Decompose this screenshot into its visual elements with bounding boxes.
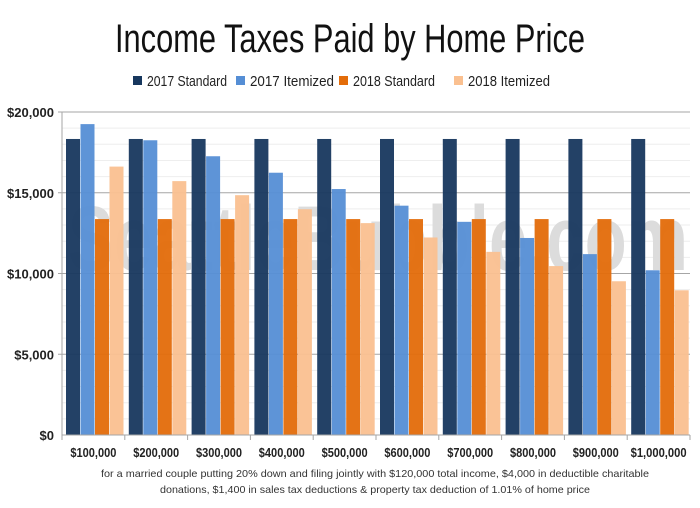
x-tick-label: $800,000 [510,445,556,460]
bar-2017-standard [317,138,332,435]
x-tick-label: $100,000 [70,445,116,460]
bar-2018-itemized [360,223,375,435]
legend-label: 2018 Itemized [468,73,550,90]
bar-2017-itemized [80,124,95,436]
legend-swatch [236,76,245,85]
footnote-line-2: donations, $1,400 in sales tax deduction… [160,484,590,496]
bar-2018-standard [283,219,298,435]
x-tick-label: $600,000 [384,445,430,460]
x-tick-label: $400,000 [259,445,305,460]
bar-2017-itemized [331,189,346,435]
bar-2018-itemized [611,281,626,435]
footnote-line-1: for a married couple putting 20% down an… [101,468,649,480]
x-tick-label: $900,000 [573,445,619,460]
y-tick-label: $5,000 [14,347,54,362]
y-tick-label: $10,000 [7,267,54,282]
bar-2018-standard [95,219,109,435]
legend: 2017 Standard 2017 Itemized 2018 Standard 2… [133,73,550,90]
bar-2018-itemized [486,251,501,435]
bar-2017-itemized [457,221,472,435]
bar-2018-standard [409,219,423,435]
bars [66,124,689,436]
x-tick-label: $300,000 [196,445,242,460]
bar-2018-itemized [235,195,250,435]
legend-swatch [339,76,348,85]
bar-2018-standard [471,219,486,435]
bar-2018-standard [597,219,612,435]
bar-2018-standard [346,219,361,435]
bar-2018-standard [157,219,172,435]
bar-2017-standard [66,138,80,435]
legend-label: 2017 Standard [147,73,227,90]
bar-2018-itemized [674,290,689,435]
bar-2017-standard [380,138,394,435]
bar-2017-itemized [582,254,597,435]
y-tick-label: $0 [40,428,54,443]
bar-2018-itemized [549,266,564,435]
x-tick-label: $1,000,000 [631,445,687,460]
bar-2017-itemized [394,205,409,435]
bar-2017-itemized [645,270,660,435]
bar-2018-itemized [172,181,187,435]
x-tick-label: $700,000 [447,445,493,460]
bar-2017-standard [631,138,646,435]
y-axis: $0 $5,000 $10,000 $15,000 $20,000 [7,105,63,443]
y-tick-label: $20,000 [7,105,54,120]
bar-2017-itemized [143,140,158,435]
bar-2018-standard [220,219,235,435]
bar-2018-itemized [423,237,438,435]
bar-2017-standard [505,138,520,435]
bar-2017-itemized [520,237,535,435]
x-tick-label: $200,000 [133,445,179,460]
y-tick-label: $15,000 [7,186,54,201]
legend-swatch [454,76,463,85]
bar-2017-itemized [206,156,221,435]
bar-2017-itemized [268,172,283,435]
x-axis: $100,000 $200,000 $300,000 $400,000 $500,000… [61,434,691,460]
bar-2018-itemized [297,209,312,435]
x-tick-label: $500,000 [322,445,368,460]
bar-2017-standard [442,138,457,435]
chart-title: Income Taxes Paid by Home Price [115,17,585,61]
bar-2017-standard [191,138,206,435]
legend-swatch [133,76,142,85]
bar-2017-standard [128,138,143,435]
bar-2018-standard [534,219,549,435]
bar-2017-standard [254,138,269,435]
bar-2017-standard [568,138,583,435]
legend-label: 2018 Standard [353,73,435,90]
bar-2018-standard [660,219,675,435]
bar-2018-itemized [109,166,124,435]
legend-label: 2017 Itemized [250,73,334,90]
